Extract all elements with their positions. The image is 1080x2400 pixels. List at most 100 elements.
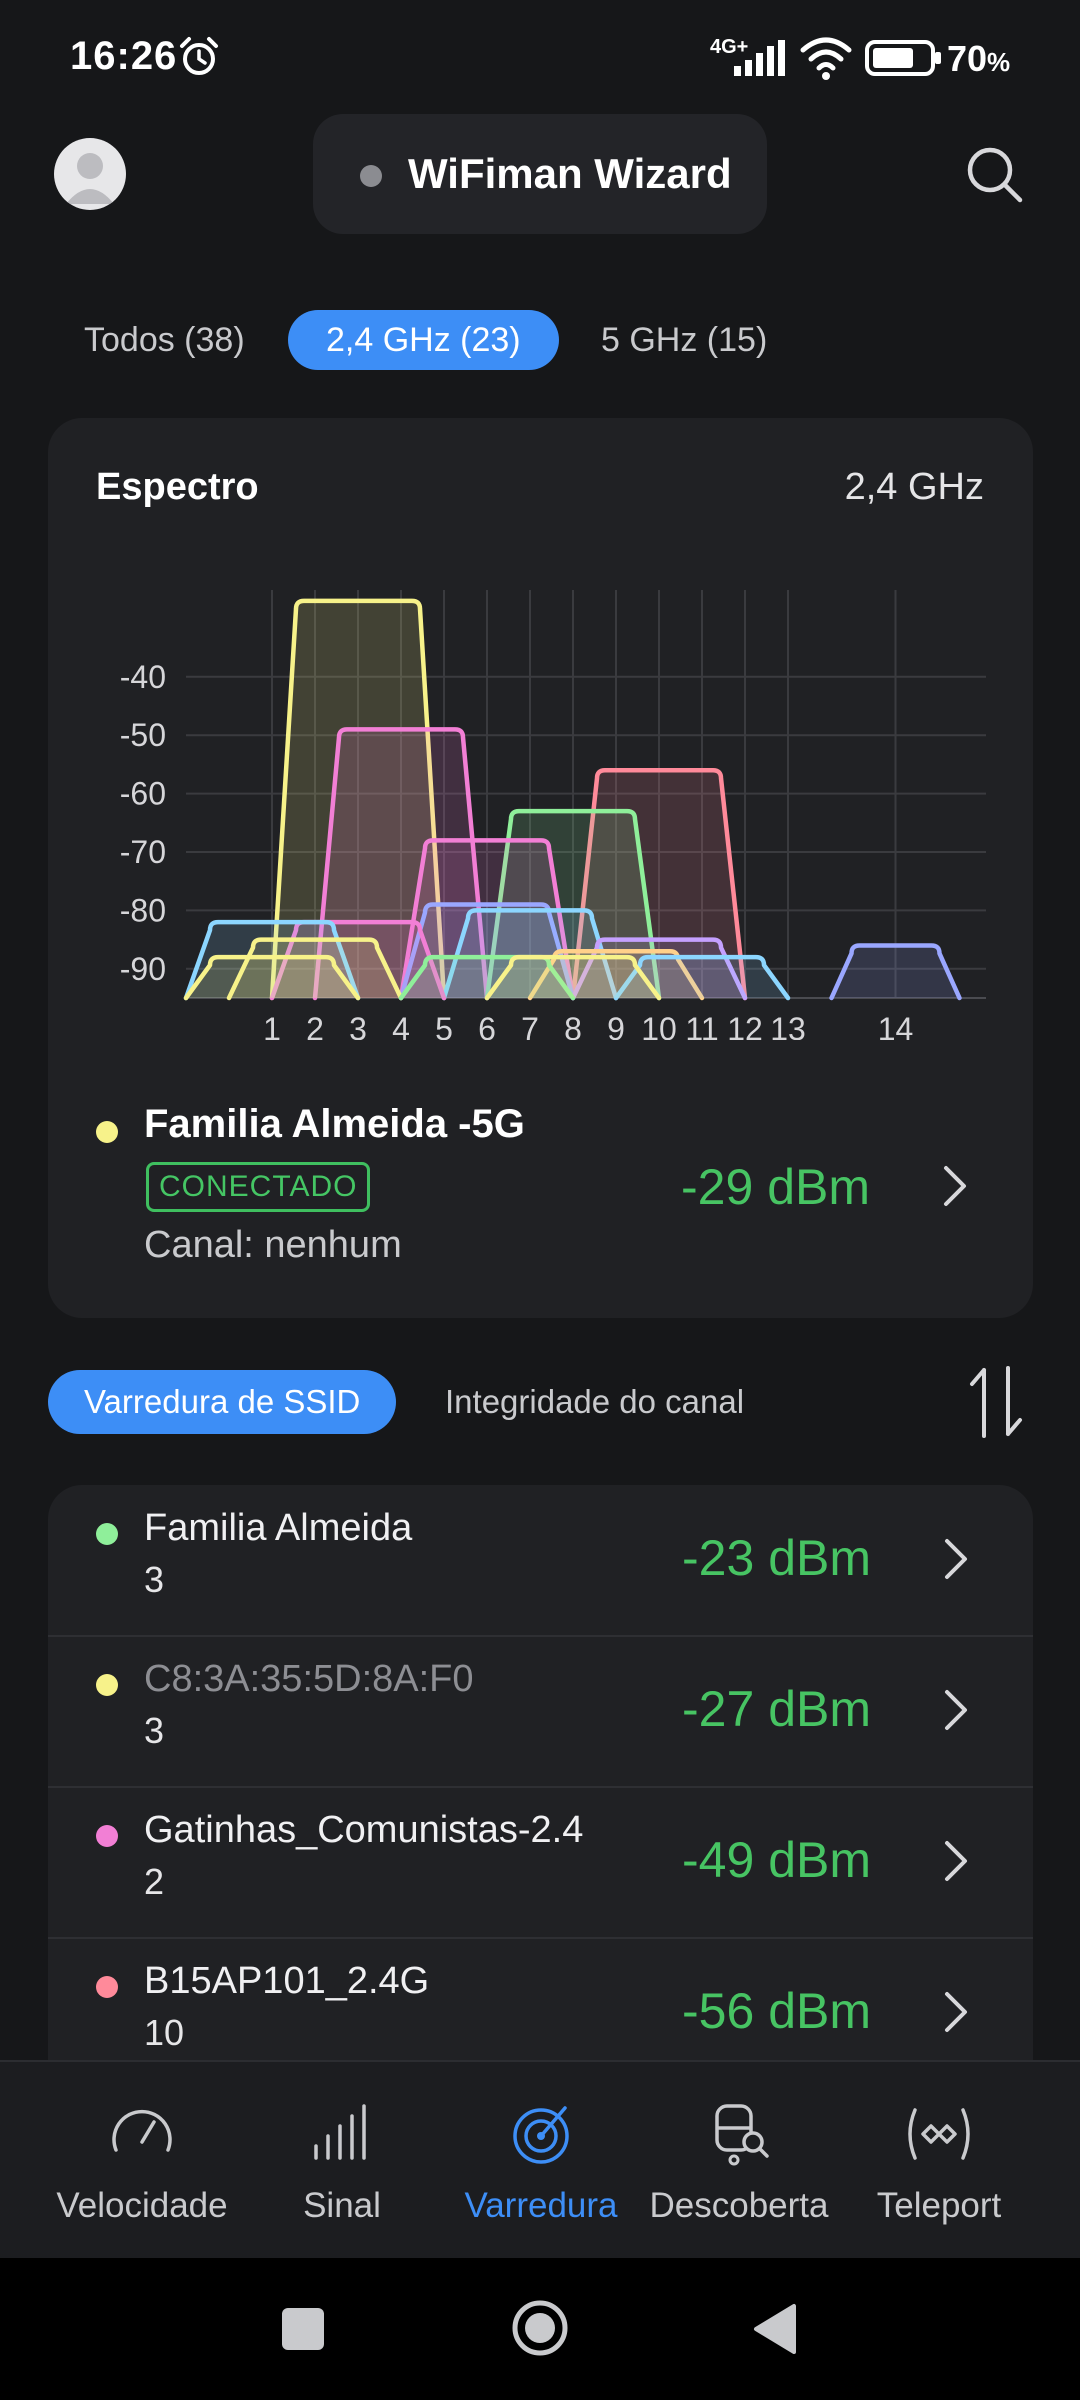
spectrum-title: Espectro xyxy=(96,466,259,508)
alarm-icon xyxy=(180,37,218,75)
nav-label: Descoberta xyxy=(649,2186,829,2225)
spectrum-area xyxy=(401,904,573,998)
spectrum-card xyxy=(48,418,1033,1318)
connected-signal: -29 dBm xyxy=(681,1159,870,1215)
spectrum-area xyxy=(272,600,444,998)
nav-label: Sinal xyxy=(303,2186,381,2225)
network-name: Gatinhas_Comunistas-2.4 xyxy=(144,1809,584,1851)
wifi-icon xyxy=(800,37,852,80)
network-title-pill[interactable] xyxy=(313,114,767,234)
home-button[interactable] xyxy=(510,2298,570,2358)
y-tick-label: -80 xyxy=(120,892,166,928)
spectrum-curve xyxy=(269,598,447,1001)
tab-5ghz[interactable]: 5 GHz (15) xyxy=(601,321,768,359)
spectrum-area xyxy=(831,945,960,998)
chevron-right-icon[interactable] xyxy=(940,1162,970,1210)
spectrum-curve xyxy=(570,937,748,1001)
tab-ssid-scan[interactable]: Varredura de SSID xyxy=(48,1370,397,1434)
nav-label: Teleport xyxy=(876,2186,1002,2225)
status-time: 16:26 xyxy=(70,34,178,78)
x-tick-label: 12 xyxy=(727,1011,763,1040)
list-item[interactable]: C8:3A:35:5D:8A:F0 3 -27 dBm xyxy=(48,1636,1033,1788)
radar-icon xyxy=(513,2106,569,2164)
x-tick-label: 9 xyxy=(607,1011,625,1040)
nav-speed[interactable]: Velocidade xyxy=(34,2062,250,2260)
cellular-signal-icon xyxy=(734,40,785,76)
battery-percent: 70% xyxy=(947,38,1011,79)
user-icon xyxy=(66,153,114,204)
teleport-icon xyxy=(908,2108,970,2160)
network-color-dot xyxy=(96,1976,118,1998)
signal-bars-icon xyxy=(314,2104,366,2160)
network-channel: 3 xyxy=(144,1559,165,1600)
tab-all[interactable]: Todos (38) xyxy=(84,321,245,359)
back-button[interactable] xyxy=(752,2302,798,2356)
spectrum-curve xyxy=(183,954,361,1001)
network-signal: -49 dBm xyxy=(682,1832,871,1888)
spectrum-curve xyxy=(183,919,361,1001)
spectrum-curve xyxy=(398,954,576,1001)
spectrum-curve xyxy=(570,767,748,1001)
network-list: Familia Almeida 3 -23 dBm C8:3A:35:5D:8A… xyxy=(48,1485,1033,2060)
spectrum-curve xyxy=(829,943,962,1001)
x-tick-label: 2 xyxy=(306,1011,324,1040)
network-channel: 10 xyxy=(144,2012,185,2053)
spectrum-area xyxy=(487,957,659,998)
avatar[interactable] xyxy=(54,138,126,210)
tab-channel-health[interactable]: Integridade do canal xyxy=(445,1383,745,1420)
spectrum-curve xyxy=(269,919,447,1001)
nav-discovery[interactable]: Descoberta xyxy=(631,2062,847,2260)
nav-teleport[interactable]: Teleport xyxy=(831,2062,1047,2260)
spectrum-curve xyxy=(441,908,619,1001)
search-icon[interactable] xyxy=(962,142,1026,206)
spectrum-area xyxy=(444,910,616,998)
spectrum-chart: -40-50-60-70-80-901 2 3 4 5 6 7 8 9 10 11 12 13 14 xyxy=(120,590,986,1040)
connected-badge: CONECTADO xyxy=(146,1162,371,1212)
nav-label: Velocidade xyxy=(56,2186,228,2225)
chevron-right-icon xyxy=(945,1539,967,1579)
tab-2-4ghz[interactable]: 2,4 GHz (23) xyxy=(288,310,559,370)
list-item[interactable]: B15AP101_2.4G 10 -56 dBm xyxy=(48,1938,1033,2060)
spectrum-curve xyxy=(312,727,490,1001)
status-bar: 16:26 4G+ 70% xyxy=(0,0,1080,118)
network-color-dot xyxy=(96,1674,118,1696)
nav-signal[interactable]: Sinal xyxy=(234,2062,450,2260)
spectrum-area xyxy=(530,951,702,998)
spectrum-area xyxy=(573,939,745,998)
nav-scan[interactable]: Varredura xyxy=(433,2062,649,2260)
y-tick-label: -90 xyxy=(120,951,166,987)
x-tick-label: 7 xyxy=(521,1011,539,1040)
discovery-icon xyxy=(715,2104,769,2166)
nav-label: Varredura xyxy=(464,2186,618,2225)
list-item[interactable]: Familia Almeida 3 -23 dBm xyxy=(48,1485,1033,1637)
x-tick-label: 1 xyxy=(263,1011,281,1040)
page-title: WiFiman Wizard xyxy=(408,150,732,197)
chevron-right-icon xyxy=(945,1841,967,1881)
spectrum-area xyxy=(186,957,358,998)
x-tick-label: 8 xyxy=(564,1011,582,1040)
x-tick-label: 6 xyxy=(478,1011,496,1040)
sort-icon[interactable] xyxy=(966,1364,1026,1440)
spectrum-curve xyxy=(613,954,791,1001)
x-tick-label: 11 xyxy=(685,1011,718,1040)
network-channel: 3 xyxy=(144,1710,165,1751)
x-tick-label: 3 xyxy=(349,1011,367,1040)
spectrum-area xyxy=(315,729,487,998)
status-dot xyxy=(360,165,382,187)
x-tick-label: 5 xyxy=(435,1011,453,1040)
spectrum-curve xyxy=(484,954,662,1001)
system-nav-bar xyxy=(0,2258,1080,2400)
spectrum-curve xyxy=(484,808,662,1001)
x-tick-label: 10 xyxy=(641,1011,677,1040)
y-tick-label: -50 xyxy=(120,717,166,753)
recents-button[interactable] xyxy=(282,2308,324,2350)
spectrum-curve xyxy=(226,937,404,1001)
list-item[interactable]: Gatinhas_Comunistas-2.4 2 -49 dBm xyxy=(48,1787,1033,1939)
x-tick-label: 13 xyxy=(770,1011,806,1040)
spectrum-area xyxy=(616,957,788,998)
spectrum-area xyxy=(229,939,401,998)
network-channel: 2 xyxy=(144,1861,165,1902)
speedometer-icon xyxy=(112,2109,172,2152)
x-tick-label: 4 xyxy=(392,1011,410,1040)
spectrum-band: 2,4 GHz xyxy=(844,466,984,508)
